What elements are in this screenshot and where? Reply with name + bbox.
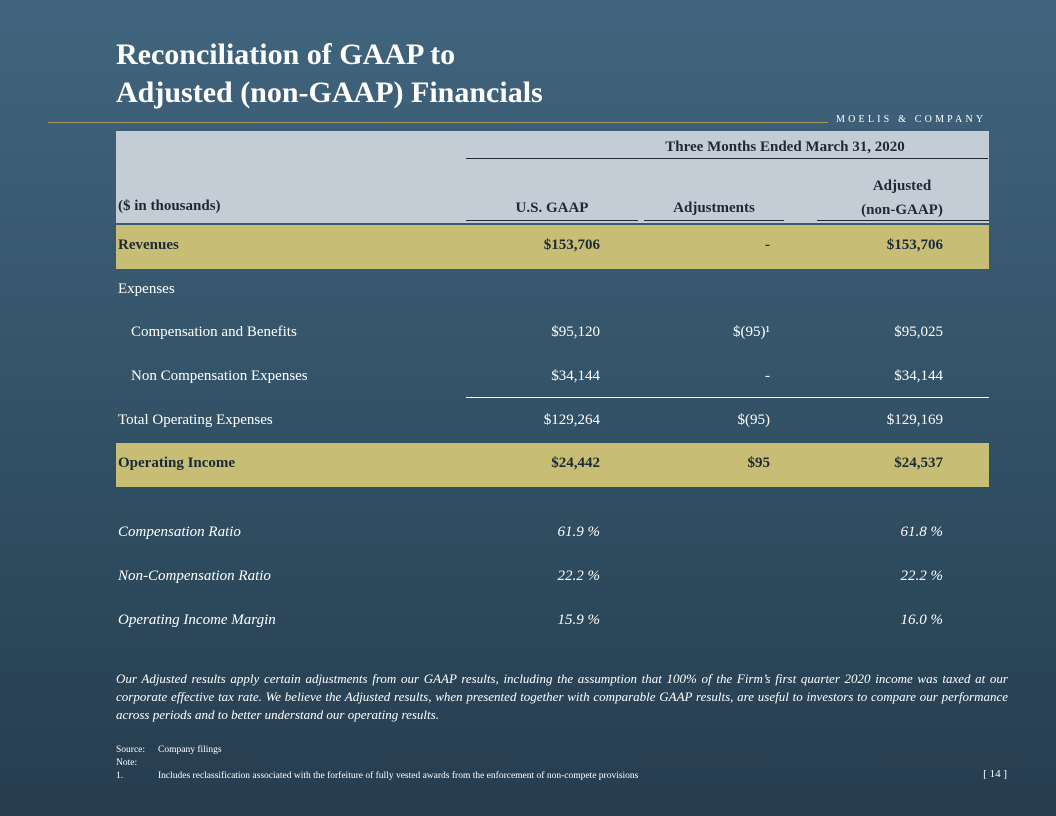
- cell-adjustments: $(95)¹: [733, 324, 770, 340]
- column-header-adjusted-line-2: (non-GAAP): [861, 202, 943, 218]
- explanatory-paragraph: Our Adjusted results apply certain adjus…: [116, 671, 1008, 722]
- cell-adjusted: $129,169: [886, 412, 943, 428]
- cell-adjustments: -: [765, 368, 770, 384]
- footnotes: Source: Company filings Note: 1. Include…: [116, 744, 1016, 783]
- row-label: Revenues: [118, 237, 179, 253]
- footnote-1-key: 1.: [116, 771, 124, 781]
- brand-logo-text: MOELIS & COMPANY: [836, 114, 987, 125]
- column-underline-adjusted: [817, 220, 989, 221]
- page-title-line-2: Adjusted (non-GAAP) Financials: [116, 76, 543, 109]
- table-row-operating-income-margin: Operating Income Margin 15.9 % 16.0 %: [116, 600, 989, 644]
- cell-adjusted: 16.0 %: [900, 612, 944, 628]
- column-header-adjusted-line-1: Adjusted: [872, 178, 932, 194]
- total-divider: [466, 397, 989, 398]
- cell-gaap: $129,264: [543, 412, 600, 428]
- cell-adjusted: $153,706: [886, 237, 943, 253]
- cell-gaap: $24,442: [551, 455, 600, 471]
- table-row-compensation: Compensation and Benefits $95,120 $(95)¹…: [116, 312, 989, 356]
- column-underline-gaap: [466, 220, 638, 221]
- page-title-line-1: Reconciliation of GAAP to: [116, 38, 456, 71]
- column-header-adjusted: Adjusted (non-GAAP): [817, 174, 987, 222]
- cell-adjustments: $95: [747, 455, 771, 471]
- row-label: Expenses: [118, 281, 175, 297]
- source-text: Company filings: [158, 745, 222, 755]
- table-row-total-operating-expenses: Total Operating Expenses $129,264 $(95) …: [116, 400, 989, 444]
- cell-adjustments: -: [765, 237, 770, 253]
- cell-adjusted: 22.2 %: [900, 568, 944, 584]
- cell-gaap: 61.9 %: [557, 524, 601, 540]
- cell-gaap: $34,144: [551, 368, 600, 384]
- page-title: Reconciliation of GAAP to Adjusted (non-…: [116, 36, 543, 112]
- cell-gaap: 15.9 %: [557, 612, 601, 628]
- table-row-compensation-ratio: Compensation Ratio 61.9 % 61.8 %: [116, 512, 989, 556]
- source-key: Source:: [116, 745, 146, 755]
- table-row-revenues: Revenues $153,706 - $153,706: [116, 225, 989, 269]
- table-row-non-compensation-ratio: Non-Compensation Ratio 22.2 % 22.2 %: [116, 556, 989, 600]
- row-label: Operating Income: [118, 455, 236, 471]
- footnote-1-text: Includes reclassification associated wit…: [158, 771, 639, 781]
- row-label: Total Operating Expenses: [118, 412, 273, 428]
- page-number: [ 14 ]: [983, 768, 1007, 780]
- column-header-adjustments: Adjustments: [673, 200, 755, 216]
- note-key: Note:: [116, 758, 138, 768]
- cell-adjusted: $95,025: [894, 324, 943, 340]
- row-label: Operating Income Margin: [118, 612, 276, 628]
- cell-adjustments: $(95): [737, 412, 771, 428]
- row-label: Non Compensation Expenses: [131, 368, 308, 384]
- table-row-expenses: Expenses: [116, 269, 989, 313]
- units-label: ($ in thousands): [118, 198, 221, 214]
- row-label: Compensation Ratio: [118, 524, 241, 540]
- period-underline: [466, 158, 988, 159]
- row-label: Non-Compensation Ratio: [118, 568, 271, 584]
- cell-gaap: 22.2 %: [557, 568, 601, 584]
- cell-gaap: $153,706: [543, 237, 600, 253]
- table-row-non-compensation: Non Compensation Expenses $34,144 - $34,…: [116, 356, 989, 400]
- column-underline-adjustments: [644, 220, 784, 221]
- cell-adjusted: $34,144: [894, 368, 943, 384]
- cell-adjusted: 61.8 %: [900, 524, 944, 540]
- cell-adjusted: $24,537: [894, 455, 943, 471]
- table-header: Three Months Ended March 31, 2020 ($ in …: [116, 131, 989, 223]
- period-header: Three Months Ended March 31, 2020: [665, 139, 905, 155]
- column-header-gaap: U.S. GAAP: [515, 200, 589, 216]
- row-label: Compensation and Benefits: [131, 324, 297, 340]
- title-divider: [48, 122, 828, 123]
- cell-gaap: $95,120: [551, 324, 600, 340]
- table-row-operating-income: Operating Income $24,442 $95 $24,537: [116, 443, 989, 487]
